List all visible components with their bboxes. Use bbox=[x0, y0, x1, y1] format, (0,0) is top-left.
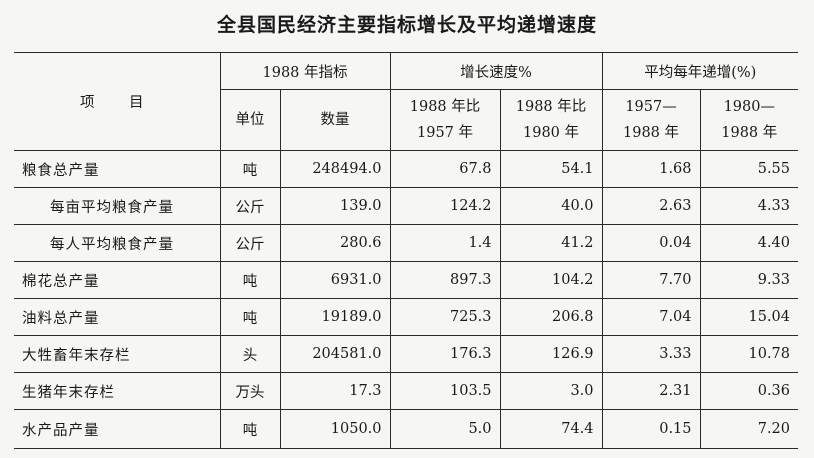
row-unit: 公斤 bbox=[219, 224, 281, 262]
row-growth-vs-1980: 54.1 bbox=[499, 150, 603, 188]
row-growth-vs-1980: 206.8 bbox=[499, 298, 603, 336]
table-row: 棉花总产量 吨 6931.0 897.3 104.2 7.70 9.33 bbox=[14, 261, 799, 299]
row-item-name: 每亩平均粮食产量 bbox=[14, 187, 221, 225]
header-avg-1980-1988: 1980— 1988 年 bbox=[699, 89, 799, 151]
table-row: 生猪年末存栏 万头 17.3 103.5 3.0 2.31 0.36 bbox=[14, 372, 799, 410]
row-growth-vs-1957: 176.3 bbox=[389, 335, 501, 373]
row-unit: 吨 bbox=[219, 150, 281, 188]
row-avg-1980-1988: 10.78 bbox=[699, 335, 799, 373]
statistics-table: 项 目 1988 年指标 增长速度% 平均每年递增(%) 单位 数量 1988 … bbox=[14, 52, 799, 449]
table-row: 水产品产量 吨 1050.0 5.0 74.4 0.15 7.20 bbox=[14, 409, 799, 449]
header-growth-rate: 增长速度% bbox=[389, 52, 603, 90]
row-quantity: 139.0 bbox=[279, 187, 391, 225]
header-avg-1957-1988: 1957— 1988 年 bbox=[601, 89, 701, 151]
row-avg-1957-1988: 1.68 bbox=[601, 150, 701, 188]
row-growth-vs-1980: 41.2 bbox=[499, 224, 603, 262]
row-unit: 吨 bbox=[219, 298, 281, 336]
row-avg-1957-1988: 3.33 bbox=[601, 335, 701, 373]
row-avg-1980-1988: 15.04 bbox=[699, 298, 799, 336]
row-unit: 吨 bbox=[219, 261, 281, 299]
table-row: 大牲畜年末存栏 头 204581.0 176.3 126.9 3.33 10.7… bbox=[14, 335, 799, 373]
row-growth-vs-1980: 126.9 bbox=[499, 335, 603, 373]
row-quantity: 6931.0 bbox=[279, 261, 391, 299]
row-avg-1980-1988: 4.40 bbox=[699, 224, 799, 262]
table-row: 每人平均粮食产量 公斤 280.6 1.4 41.2 0.04 4.40 bbox=[14, 224, 799, 262]
row-growth-vs-1957: 897.3 bbox=[389, 261, 501, 299]
table-row: 油料总产量 吨 19189.0 725.3 206.8 7.04 15.04 bbox=[14, 298, 799, 336]
row-growth-vs-1980: 104.2 bbox=[499, 261, 603, 299]
row-unit: 公斤 bbox=[219, 187, 281, 225]
row-avg-1980-1988: 5.55 bbox=[699, 150, 799, 188]
header-vs-1980-line1: 1988 年比 bbox=[515, 99, 587, 115]
row-avg-1980-1988: 7.20 bbox=[699, 409, 799, 449]
row-item-name: 大牲畜年末存栏 bbox=[14, 335, 221, 373]
header-vs-1957: 1988 年比 1957 年 bbox=[389, 89, 501, 151]
row-avg-1980-1988: 0.36 bbox=[699, 372, 799, 410]
header-vs-1957-line1: 1988 年比 bbox=[409, 99, 481, 115]
row-unit: 万头 bbox=[219, 372, 281, 410]
row-unit: 头 bbox=[219, 335, 281, 373]
row-growth-vs-1980: 74.4 bbox=[499, 409, 603, 449]
header-avg-1957-line1: 1957— bbox=[625, 99, 677, 115]
row-avg-1957-1988: 0.04 bbox=[601, 224, 701, 262]
row-quantity: 248494.0 bbox=[279, 150, 391, 188]
row-growth-vs-1980: 40.0 bbox=[499, 187, 603, 225]
header-avg-1980-line1: 1980— bbox=[723, 99, 775, 115]
row-item-name: 油料总产量 bbox=[14, 298, 221, 336]
row-item-name: 每人平均粮食产量 bbox=[14, 224, 221, 262]
row-item-name: 粮食总产量 bbox=[14, 150, 221, 188]
row-growth-vs-1957: 124.2 bbox=[389, 187, 501, 225]
header-avg-1980-line2: 1988 年 bbox=[721, 125, 778, 141]
header-item: 项 目 bbox=[14, 52, 221, 151]
row-growth-vs-1957: 67.8 bbox=[389, 150, 501, 188]
table-title: 全县国民经济主要指标增长及平均递增速度 bbox=[216, 14, 597, 36]
row-item-name: 生猪年末存栏 bbox=[14, 372, 221, 410]
table-row: 粮食总产量 吨 248494.0 67.8 54.1 1.68 5.55 bbox=[14, 150, 799, 188]
row-avg-1980-1988: 4.33 bbox=[699, 187, 799, 225]
header-unit: 单位 bbox=[219, 89, 281, 151]
row-quantity: 204581.0 bbox=[279, 335, 391, 373]
row-avg-1957-1988: 2.63 bbox=[601, 187, 701, 225]
row-item-name: 棉花总产量 bbox=[14, 261, 221, 299]
header-vs-1957-line2: 1957 年 bbox=[417, 125, 474, 141]
header-vs-1980-line2: 1980 年 bbox=[523, 125, 580, 141]
row-growth-vs-1957: 103.5 bbox=[389, 372, 501, 410]
row-quantity: 19189.0 bbox=[279, 298, 391, 336]
header-vs-1980: 1988 年比 1980 年 bbox=[499, 89, 603, 151]
row-unit: 吨 bbox=[219, 409, 281, 449]
row-avg-1957-1988: 0.15 bbox=[601, 409, 701, 449]
row-item-name: 水产品产量 bbox=[14, 409, 221, 449]
row-avg-1980-1988: 9.33 bbox=[699, 261, 799, 299]
row-avg-1957-1988: 7.04 bbox=[601, 298, 701, 336]
table-row: 每亩平均粮食产量 公斤 139.0 124.2 40.0 2.63 4.33 bbox=[14, 187, 799, 225]
row-avg-1957-1988: 7.70 bbox=[601, 261, 701, 299]
row-quantity: 1050.0 bbox=[279, 409, 391, 449]
row-quantity: 17.3 bbox=[279, 372, 391, 410]
row-quantity: 280.6 bbox=[279, 224, 391, 262]
row-growth-vs-1957: 1.4 bbox=[389, 224, 501, 262]
header-average-annual-growth: 平均每年递增(%) bbox=[601, 52, 799, 90]
header-avg-1957-line2: 1988 年 bbox=[623, 125, 680, 141]
row-growth-vs-1957: 5.0 bbox=[389, 409, 501, 449]
header-1988-indicator: 1988 年指标 bbox=[219, 52, 391, 90]
row-growth-vs-1980: 3.0 bbox=[499, 372, 603, 410]
row-growth-vs-1957: 725.3 bbox=[389, 298, 501, 336]
row-avg-1957-1988: 2.31 bbox=[601, 372, 701, 410]
header-quantity: 数量 bbox=[279, 89, 391, 151]
